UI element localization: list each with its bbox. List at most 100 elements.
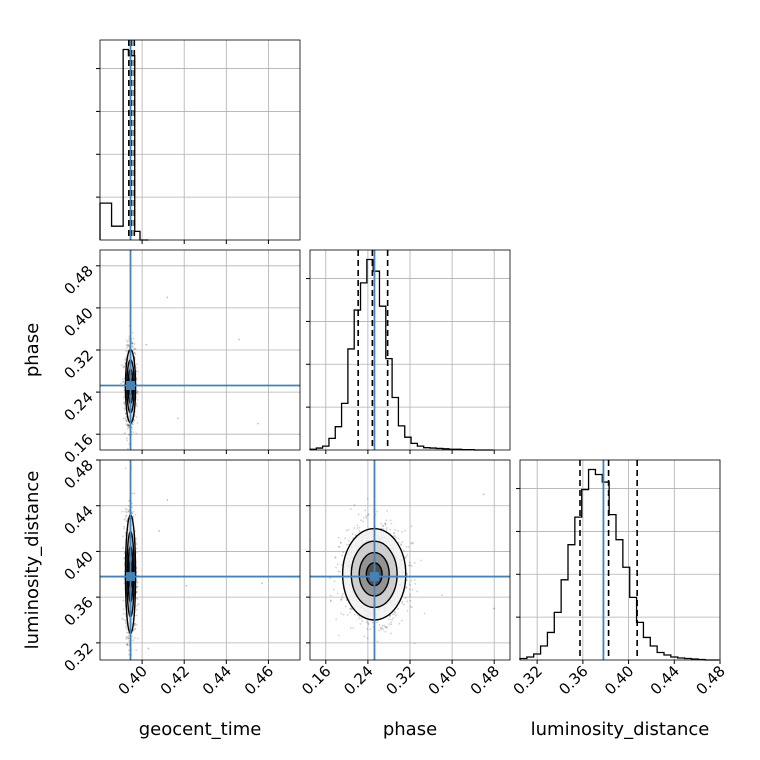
scatter-point: [365, 621, 368, 623]
scatter-point: [341, 554, 343, 557]
scatter-point: [351, 533, 354, 536]
x-tick-label: 0.48: [692, 662, 728, 698]
scatter-point: [127, 631, 130, 634]
scatter-point: [124, 419, 127, 422]
scatter-point: [423, 612, 426, 615]
scatter-point: [409, 599, 412, 602]
y-tick-label: 0.48: [60, 456, 96, 492]
scatter-point: [403, 555, 406, 558]
scatter-point: [122, 546, 124, 549]
scatter-point: [400, 619, 403, 622]
scatter-point: [123, 525, 125, 528]
scatter-point: [405, 586, 408, 589]
hist-bar: [616, 540, 623, 660]
scatter-point: [136, 391, 139, 393]
hist-bar: [643, 637, 650, 660]
scatter-point: [135, 543, 138, 546]
scatter-point: [393, 610, 396, 613]
scatter-point: [123, 518, 126, 521]
scatter-point: [136, 422, 139, 424]
scatter-point: [136, 585, 139, 588]
scatter-point: [482, 493, 485, 496]
scatter-point: [125, 344, 128, 346]
scatter-point: [137, 603, 140, 605]
scatter-point: [367, 622, 369, 624]
scatter-point: [341, 594, 343, 597]
scatter-point: [147, 647, 150, 650]
scatter-point: [125, 339, 128, 342]
scatter-point: [125, 514, 128, 517]
scatter-point: [397, 537, 400, 540]
x-tick-label: 0.40: [425, 662, 461, 698]
scatter-point: [359, 623, 362, 625]
scatter-point: [413, 578, 416, 581]
scatter-point: [384, 524, 387, 526]
scatter-point: [333, 580, 336, 583]
scatter-point: [405, 587, 407, 589]
scatter-point: [394, 614, 397, 617]
scatter-point: [340, 598, 343, 601]
scatter-point: [357, 513, 360, 516]
hist-bar: [561, 580, 568, 660]
scatter-point: [382, 628, 385, 631]
scatter-point: [124, 467, 127, 470]
scatter-point: [158, 529, 160, 532]
scatter-point: [127, 424, 130, 427]
scatter-point: [386, 626, 388, 628]
y-tick-label: 0.32: [60, 346, 96, 382]
axes-frame: [99, 39, 301, 241]
scatter-point: [124, 412, 127, 415]
hist-step-line: [309, 258, 494, 451]
scatter-point: [402, 549, 405, 552]
truth-marker: [369, 572, 379, 582]
truth-marker: [126, 381, 136, 391]
scatter-point: [133, 637, 136, 639]
scatter-point: [388, 618, 390, 621]
panel-luminosity-distance-vs-geocent-time: 0.40 0.42 0.44 0.460.320.360.400.440.48: [60, 456, 301, 698]
scatter-point: [346, 613, 349, 616]
scatter-point: [410, 564, 413, 567]
scatter-point: [125, 415, 128, 418]
scatter-point: [381, 627, 383, 630]
scatter-point: [122, 612, 125, 615]
scatter-point: [135, 608, 138, 611]
hist-bar: [329, 438, 335, 450]
scatter-point: [330, 599, 332, 602]
x-tick-label: 0.32: [510, 662, 546, 698]
scatter-point: [127, 424, 129, 427]
scatter-point: [409, 605, 412, 608]
scatter-point: [135, 623, 138, 626]
scatter-point: [126, 437, 128, 440]
scatter-point: [133, 419, 136, 422]
scatter-point: [408, 588, 411, 591]
scatter-point: [408, 564, 410, 567]
scatter-point: [384, 522, 387, 525]
scatter-point: [136, 405, 139, 407]
scatter-point: [126, 643, 129, 646]
scatter-point: [365, 515, 368, 517]
scatter-point: [336, 592, 339, 595]
scatter-point: [238, 338, 240, 341]
scatter-point: [329, 600, 332, 603]
hist-bar: [589, 470, 596, 660]
scatter-point: [124, 622, 127, 624]
panel-hist-luminosity-distance: 0.32 0.36 0.40 0.44 0.48: [510, 459, 729, 698]
scatter-point: [404, 596, 407, 599]
scatter-point: [133, 352, 136, 355]
scatter-point: [134, 410, 137, 413]
scatter-point: [122, 535, 124, 538]
scatter-point: [135, 373, 138, 375]
scatter-point: [329, 594, 332, 597]
scatter-point: [128, 339, 130, 342]
scatter-point: [384, 630, 387, 633]
scatter-point: [131, 423, 134, 426]
scatter-point: [125, 511, 128, 514]
scatter-point: [351, 608, 353, 611]
scatter-point: [366, 497, 369, 500]
scatter-point: [440, 594, 443, 597]
scatter-point: [393, 532, 396, 534]
scatter-point: [132, 639, 135, 642]
scatter-point: [137, 392, 139, 395]
scatter-point: [385, 527, 388, 530]
